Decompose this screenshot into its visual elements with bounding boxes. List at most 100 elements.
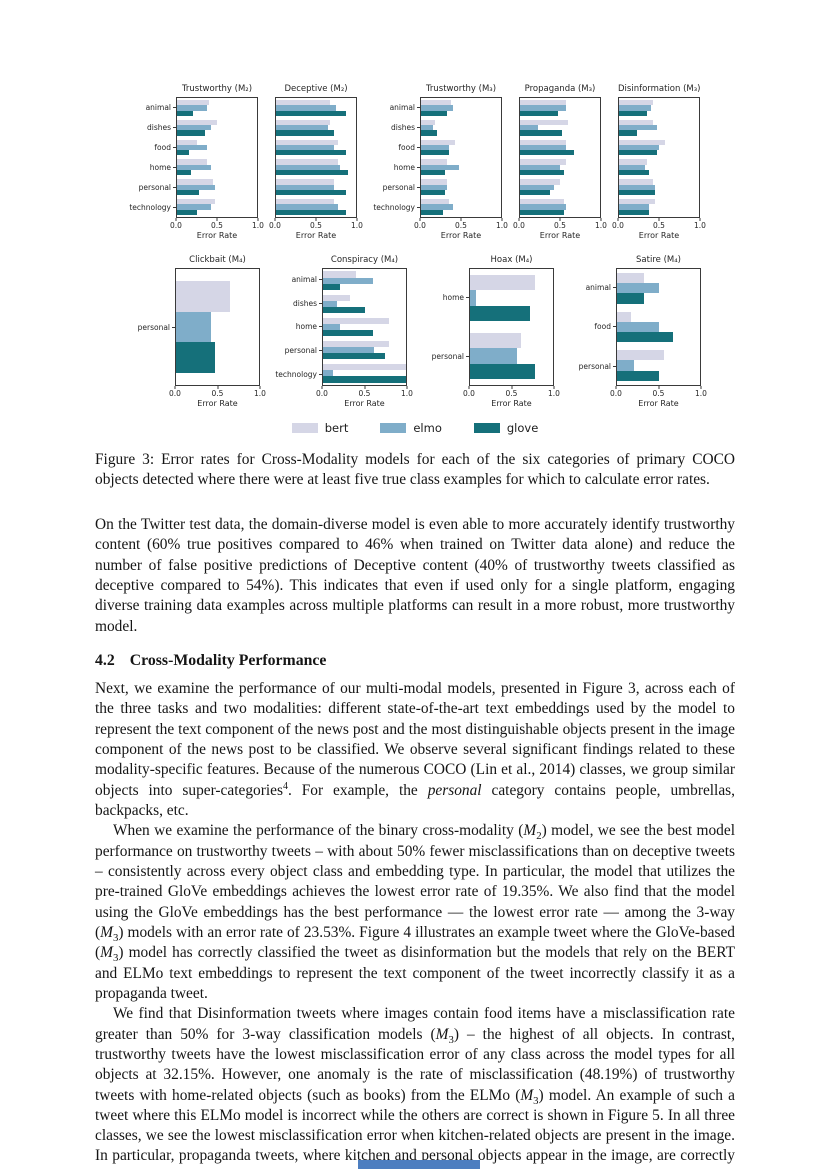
x-tick-label: 1.0: [254, 389, 266, 398]
y-axis-labels: animal dishes food home personal technology: [129, 97, 176, 218]
x-axis: 0.0 0.5 1.0: [269, 218, 363, 230]
bar-glove: [177, 150, 189, 156]
legend-swatch-bert: [291, 423, 318, 433]
category-label: personal: [374, 178, 420, 198]
x-tick-mark: [511, 386, 512, 389]
bar-bert: [520, 159, 566, 165]
category-bars-technology: [323, 362, 406, 385]
category-bars-personal: [470, 327, 553, 385]
bar-bert: [470, 274, 535, 291]
x-tick-mark: [468, 386, 470, 389]
y-tick-mark: [466, 356, 469, 357]
bar-glove: [177, 209, 197, 215]
category-bars-home: [619, 157, 699, 177]
bar-bert: [619, 179, 654, 185]
chart-row-m4: Clickbait (M₄) personal 0.0 0.5 1.0 Error Rat…: [95, 255, 735, 408]
x-tick-label: 0.5: [652, 389, 665, 398]
y-tick-mark: [466, 297, 469, 298]
bar-glove: [520, 170, 564, 176]
x-tick-label: 0.5: [455, 221, 467, 230]
bar-bert: [520, 199, 564, 205]
bar-bert: [276, 99, 331, 106]
category-label: dishes: [130, 117, 176, 137]
category-label: dishes: [374, 117, 420, 137]
bar-elmo: [276, 144, 334, 151]
category-bars-home: [276, 157, 356, 177]
bar-glove: [617, 332, 673, 343]
x-tick-mark: [315, 218, 317, 221]
category-label: food: [374, 137, 420, 157]
chart-title: Satire (M₄): [636, 255, 681, 265]
bar-glove: [276, 189, 346, 196]
category-bars-animal: [421, 98, 501, 118]
category-bars-home: [470, 269, 553, 327]
y-tick-mark: [613, 287, 616, 289]
bar-elmo: [619, 144, 659, 151]
x-axis-title: Error Rate: [344, 399, 385, 408]
x-tick-mark: [658, 218, 660, 221]
bar-glove: [619, 150, 658, 156]
bar-elmo: [520, 184, 555, 190]
category-bars-animal: [520, 98, 600, 118]
category-bars-personal: [323, 339, 406, 362]
legend-label: bert: [324, 421, 349, 435]
chart-disinformation-m: Disinformation (M₃) 0.0 0.5 1.0 Error Rate: [612, 84, 706, 240]
category-bars-food: [520, 138, 600, 158]
category-label: food: [570, 307, 616, 346]
x-tick-label: 1.0: [695, 389, 707, 398]
x-tick-mark: [600, 218, 602, 221]
category-label: personal: [570, 347, 616, 386]
y-tick-mark: [613, 326, 616, 328]
bar-glove: [176, 342, 215, 374]
plot-area: [519, 97, 601, 218]
x-tick-label: 1.0: [496, 221, 508, 230]
category-bars-personal: [617, 346, 700, 385]
bar-elmo: [421, 184, 448, 190]
bar-elmo: [276, 105, 336, 111]
bar-elmo: [619, 204, 649, 210]
bar-glove: [323, 283, 340, 290]
x-axis-title: Error Rate: [440, 231, 482, 240]
paragraph-binary-model: When we examine the performance of the b…: [95, 822, 735, 1002]
x-axis-title: Error Rate: [539, 231, 581, 240]
bar-glove: [520, 110, 559, 116]
category-bars-animal: [276, 98, 356, 118]
bar-glove: [276, 130, 334, 136]
y-tick-mark: [173, 187, 176, 189]
x-tick-label: 0.5: [211, 221, 223, 230]
bar-glove: [520, 209, 564, 215]
bar-elmo: [276, 184, 334, 190]
chart-title: Conspiracy (M₄): [330, 255, 399, 265]
x-tick-label: 1.0: [694, 221, 706, 230]
bar-glove: [276, 110, 346, 116]
plot-area: [618, 97, 700, 218]
bar-glove: [323, 330, 373, 337]
bar-elmo: [276, 164, 340, 171]
bar-bert: [177, 119, 217, 126]
category-bars-dishes: [323, 292, 406, 315]
chart-hoax-m: Hoax (M₄) home personal 0.0 0.5 1.0 Error Rate: [423, 255, 560, 408]
plot-area: [175, 268, 260, 386]
bar-elmo: [276, 125, 328, 131]
x-tick-label: 0.5: [505, 389, 518, 398]
legend-label: elmo: [413, 421, 442, 435]
y-tick-mark: [173, 106, 176, 108]
plot-area: [469, 268, 554, 386]
y-tick-mark: [173, 126, 176, 128]
bar-elmo: [619, 105, 651, 111]
y-tick-mark: [172, 326, 175, 328]
y-tick-mark: [417, 167, 420, 169]
x-tick-mark: [615, 386, 617, 389]
category-bars-home: [177, 157, 257, 177]
category-bars-dishes: [619, 118, 699, 138]
section-title: Cross-Modality Performance: [129, 651, 327, 669]
bar-bert: [323, 317, 390, 324]
bar-bert: [619, 159, 647, 165]
y-tick-mark: [173, 207, 176, 209]
chart-trustworthy-m: Trustworthy (M₃) animal dishes food home pers…: [373, 84, 508, 240]
category-bars-personal: [177, 177, 257, 197]
category-label: technology: [373, 198, 420, 218]
category-bars-dishes: [276, 118, 356, 138]
plot-area: [616, 268, 701, 386]
x-tick-mark: [174, 386, 176, 389]
